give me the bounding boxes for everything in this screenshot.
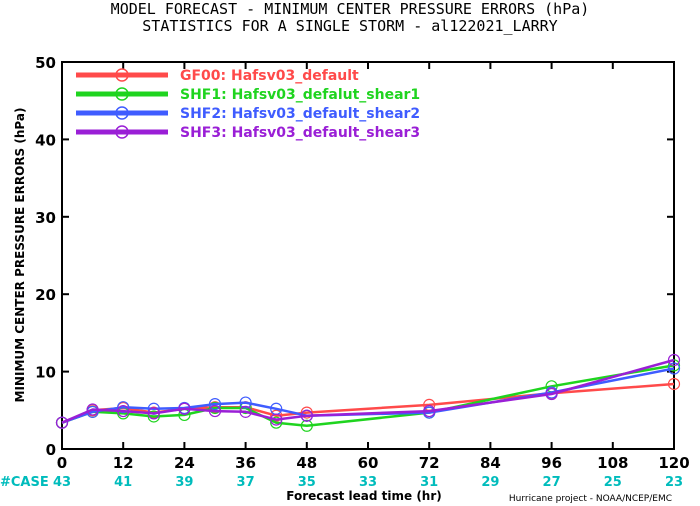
data-point [239, 405, 252, 418]
x-tick-label: 0 [57, 454, 67, 472]
legend-marker [115, 87, 129, 101]
series-line-1 [61, 364, 675, 428]
data-point [86, 403, 99, 416]
data-point [300, 409, 313, 422]
data-point [208, 398, 222, 411]
data-point [300, 419, 313, 432]
case-count: 41 [114, 475, 132, 490]
x-tick-label: 12 [113, 454, 134, 472]
chart-subtitle: STATISTICS FOR A SINGLE STORM - al122021… [142, 17, 557, 35]
case-count: 33 [359, 475, 377, 490]
data-point [178, 402, 191, 415]
case-counts: 43 41 39 37 35 33 31 29 27 25 23 [53, 475, 683, 490]
case-count: 35 [298, 475, 316, 490]
data-point [147, 407, 160, 420]
data-point [423, 404, 436, 418]
legend-marker [115, 125, 129, 139]
data-point [270, 416, 283, 429]
x-axis-label: Forecast lead time (hr) [286, 489, 442, 503]
data-point [270, 409, 283, 422]
case-count: 29 [481, 475, 499, 490]
y-tick-label: 0 [46, 441, 56, 459]
x-tick-label: 72 [419, 454, 440, 472]
case-count: 25 [604, 475, 622, 490]
case-count: 37 [237, 475, 255, 490]
legend-marker [115, 106, 129, 120]
case-count: 39 [175, 475, 193, 490]
data-point [667, 359, 681, 372]
y-tick-label: 30 [35, 209, 56, 227]
legend-label: SHF3: Hafsv03_default_shear3 [180, 125, 420, 141]
data-point [667, 377, 681, 391]
data-point [208, 404, 222, 418]
case-label: #CASE [0, 475, 49, 490]
legend-label: GF00: Hafsv03_default [180, 68, 359, 84]
data-point [667, 353, 681, 367]
data-point [667, 362, 681, 375]
data-point [55, 416, 69, 429]
x-tick-label: 60 [358, 454, 379, 472]
x-tick-label: 84 [480, 454, 501, 472]
x-tick-label: 96 [541, 454, 562, 472]
data-point [270, 413, 283, 426]
data-point [239, 396, 252, 409]
case-count: 31 [420, 475, 438, 490]
data-point [208, 401, 222, 415]
x-tick-label: 48 [296, 454, 317, 472]
y-tick-label: 40 [35, 131, 56, 149]
data-point [300, 406, 313, 419]
data-point [147, 410, 160, 423]
legend-label: SHF1: Hafsv03_defalut_shear1 [180, 87, 420, 103]
y-tick-label: 50 [35, 54, 56, 72]
chart-title: MODEL FORECAST - MINIMUM CENTER PRESSURE… [111, 0, 590, 18]
x-tick-label: 24 [174, 454, 195, 472]
x-axis: 0 12 24 36 48 60 72 84 96 108 120 [57, 62, 690, 472]
case-count: 27 [543, 475, 561, 490]
x-tick-label: 108 [597, 454, 628, 472]
legend-label: SHF2: Hafsv03_default_shear2 [180, 106, 420, 122]
y-axis: 0 10 20 30 40 50 [35, 54, 674, 459]
series-layer [55, 353, 681, 432]
y-tick-label: 20 [35, 286, 56, 304]
case-count: 43 [53, 475, 71, 490]
legend-marker [115, 68, 129, 82]
legend: GF00: Hafsv03_default SHF1: Hafsv03_defal… [76, 68, 420, 141]
y-axis-label: MINIMUM CENTER PRESSURE ERRORS (hPa) [13, 108, 27, 403]
x-tick-label: 120 [658, 454, 689, 472]
data-point [117, 404, 130, 418]
y-tick-label: 10 [35, 364, 56, 382]
data-point [117, 401, 130, 414]
credit-text: Hurricane project - NOAA/NCEP/EMC [509, 494, 672, 504]
case-count: 23 [665, 475, 683, 490]
x-tick-label: 36 [235, 454, 256, 472]
data-point [545, 387, 558, 401]
